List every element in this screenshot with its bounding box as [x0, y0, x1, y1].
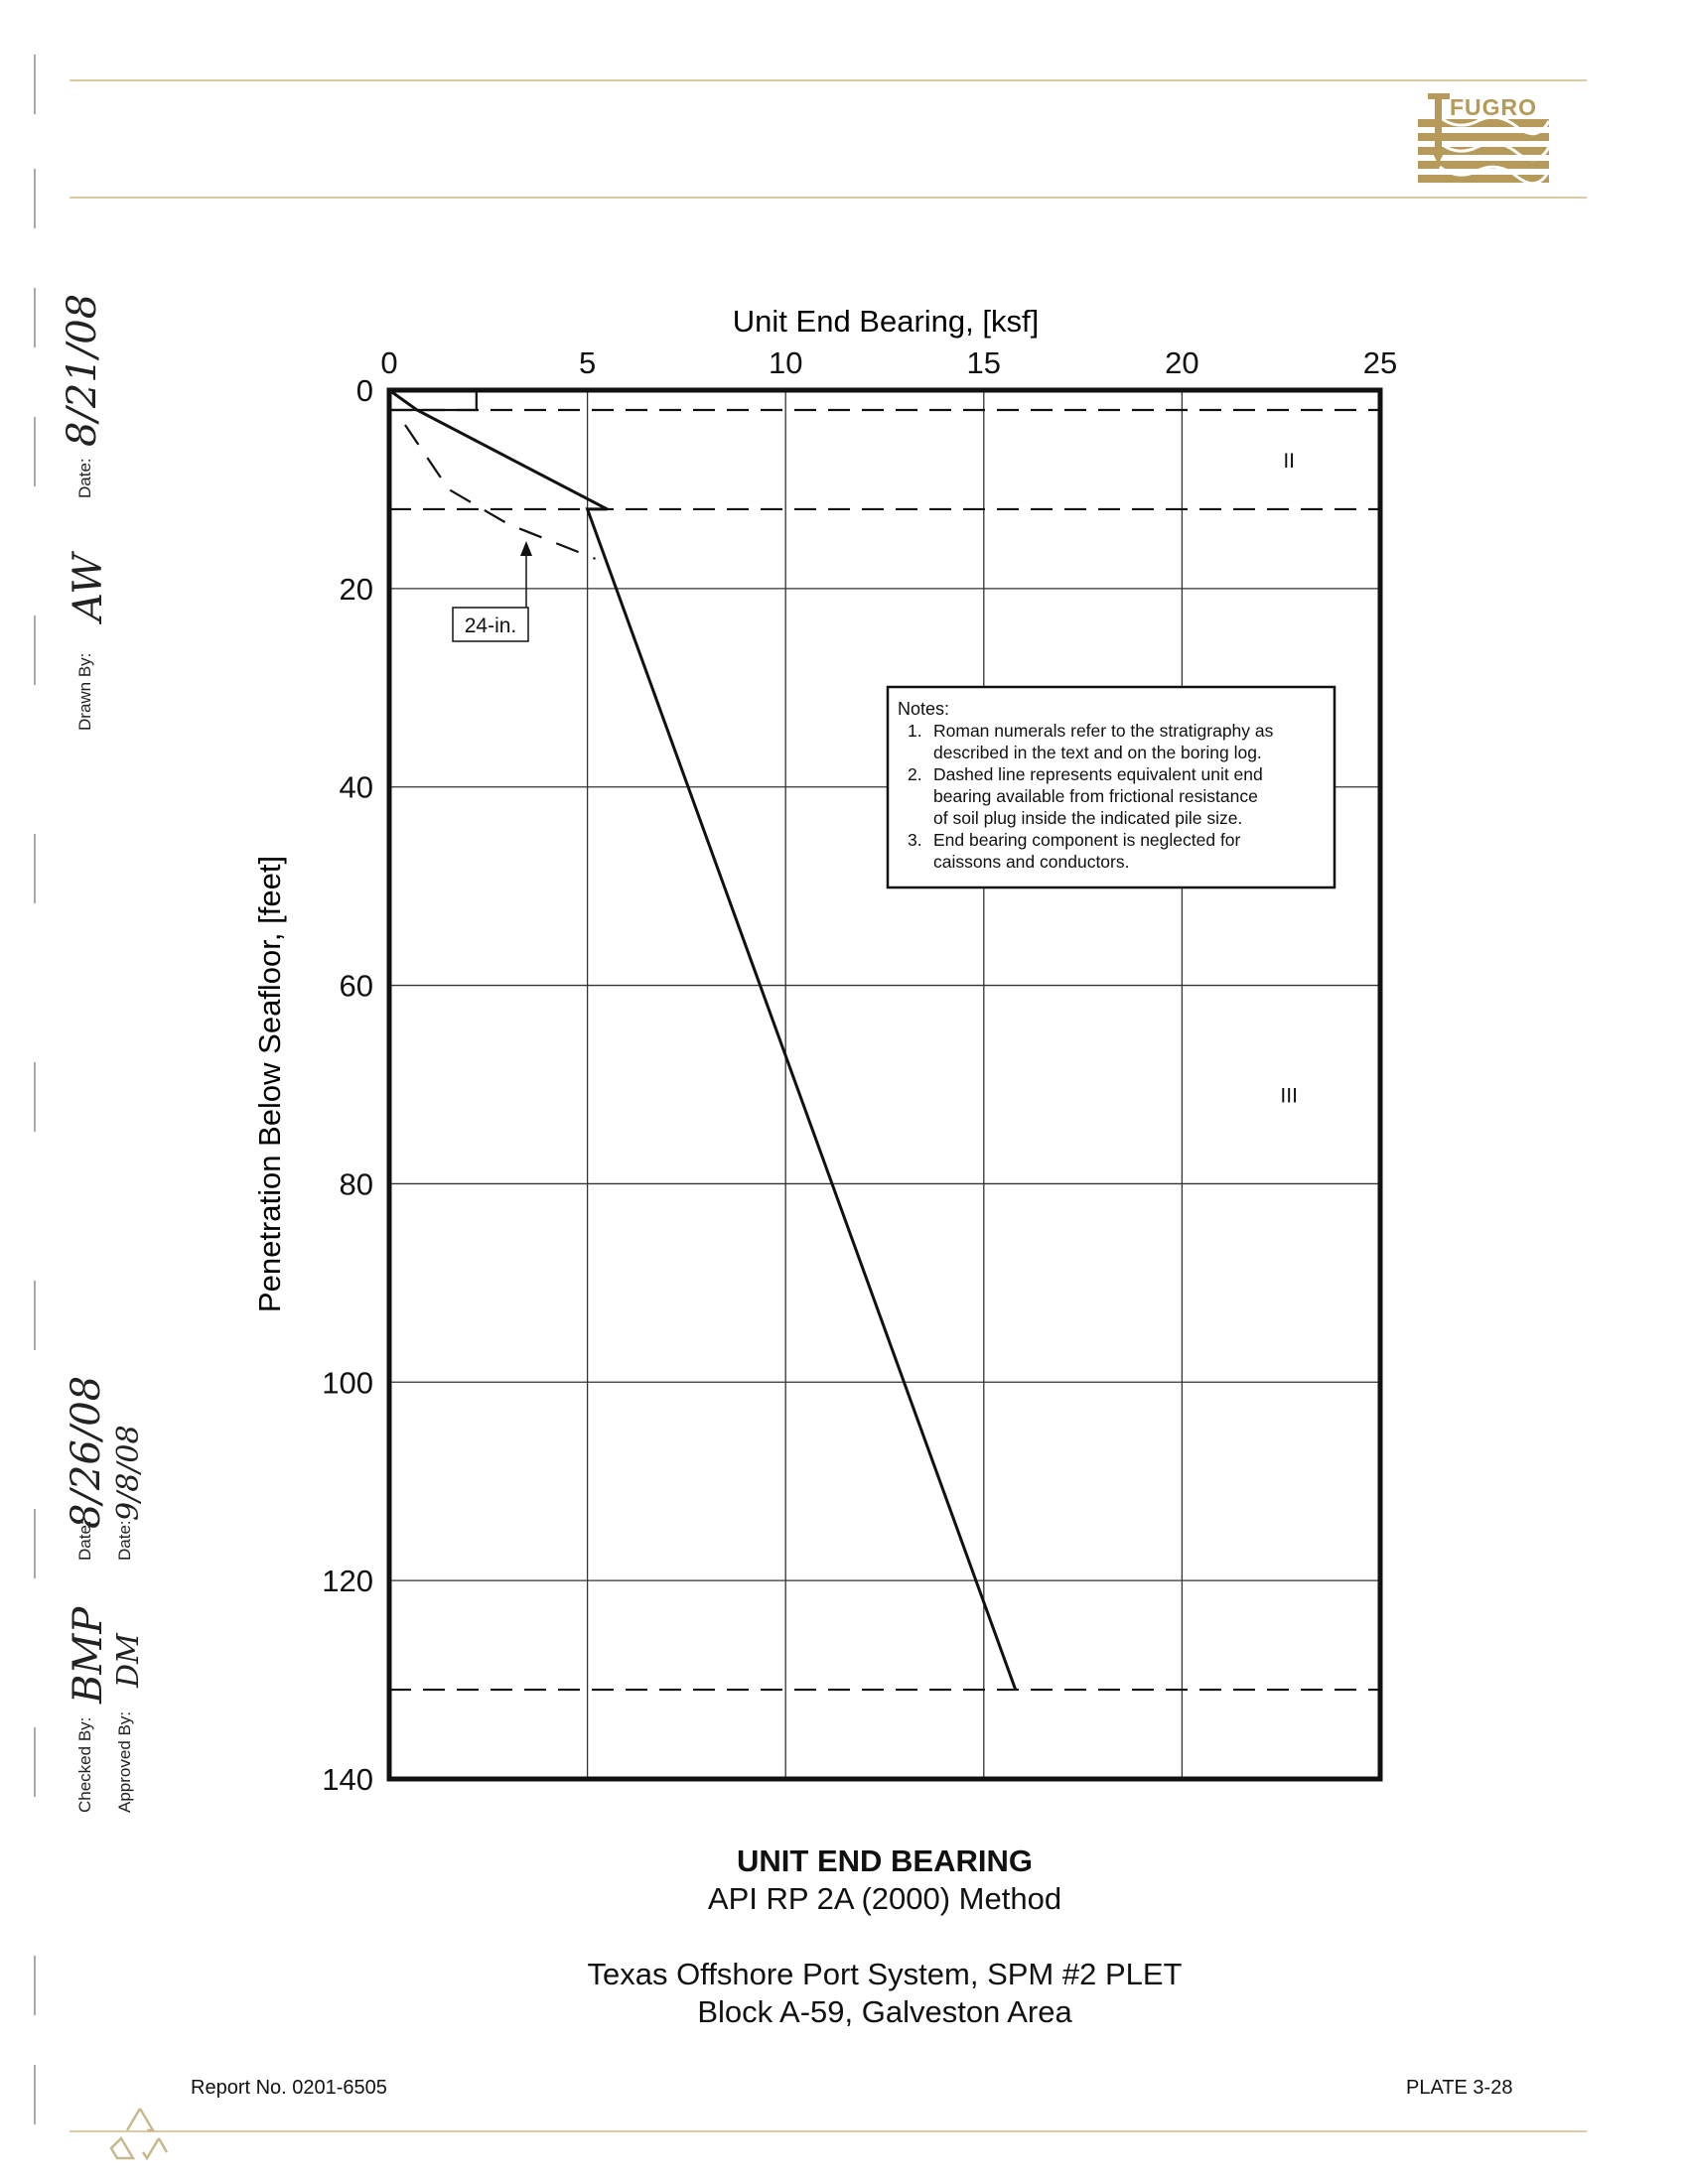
notes-title: Notes: — [898, 699, 949, 719]
margin-mark — [34, 834, 36, 903]
note-number: 2. — [908, 764, 922, 784]
y-tick-label: 80 — [340, 1166, 373, 1201]
y-tick-label: 0 — [356, 373, 373, 408]
series-line-dashed — [404, 424, 596, 560]
note-text: End bearing component is neglected for — [933, 830, 1241, 850]
pile-size-callout-label: 24-in. — [465, 614, 517, 637]
margin-mark — [34, 1956, 36, 2015]
header-rule-top — [70, 79, 1587, 81]
x-tick-label: 5 — [579, 345, 596, 380]
margin-mark — [34, 1281, 36, 1350]
chart-series — [388, 388, 1018, 1691]
y-tick-label: 20 — [340, 572, 373, 607]
note-text: of soil plug inside the indicated pile s… — [933, 808, 1242, 828]
margin-mark — [34, 615, 36, 685]
chart-grid — [389, 390, 1380, 1779]
note-text: Dashed line represents equivalent unit e… — [933, 764, 1263, 784]
pile-size-callout-arrow — [520, 541, 532, 556]
y-axis-title: Penetration Below Seafloor, [feet] — [252, 856, 287, 1312]
margin-mark — [34, 1062, 36, 1132]
x-tick-label: 20 — [1165, 345, 1198, 380]
recycle-icon — [109, 2108, 169, 2161]
project-name: Texas Offshore Port System, SPM #2 PLET — [587, 1957, 1183, 1991]
pile-size-callout-box — [452, 607, 529, 642]
margin-mark — [34, 55, 36, 114]
project-location: Block A-59, Galveston Area — [697, 1994, 1072, 2029]
plate-number: PLATE 3-28 — [1406, 2077, 1513, 2099]
logo-text: FUGRO — [1450, 94, 1537, 120]
plot-frame — [386, 387, 1383, 1782]
margin-mark — [34, 288, 36, 347]
y-tick-label: 140 — [322, 1762, 373, 1797]
note-text: caissons and conductors. — [933, 852, 1129, 872]
x-axis-title: Unit End Bearing, [ksf] — [733, 304, 1039, 339]
report-number: Report No. 0201-6505 — [191, 2077, 387, 2099]
project-block: Texas Offshore Port System, SPM #2 PLET … — [0, 1956, 1688, 2031]
layer-boundaries — [389, 390, 1380, 1692]
fugro-logo: FUGRO — [1418, 93, 1549, 186]
x-tick-label: 15 — [967, 345, 1001, 380]
fugro-logo-mark — [1418, 93, 1549, 186]
note-number: 1. — [908, 721, 922, 741]
figure-method: API RP 2A (2000) Method — [707, 1881, 1062, 1916]
y-tick-label: 120 — [322, 1564, 373, 1598]
axis-ticks: 0 5 10 15 20 25 0 20 40 60 80 100 120 140 — [322, 345, 1397, 1797]
margin-mark — [34, 417, 36, 486]
note-text: described in the text and on the boring … — [933, 743, 1262, 762]
footer-rule — [70, 2130, 1587, 2132]
figure-title: UNIT END BEARING — [737, 1843, 1033, 1878]
note-number: 3. — [908, 830, 922, 850]
x-tick-label: 10 — [769, 345, 802, 380]
series-line-solid — [388, 388, 1018, 1691]
y-tick-label: 60 — [340, 969, 373, 1004]
margin-mark — [34, 2065, 36, 2124]
y-tick-label: 40 — [340, 770, 373, 805]
y-tick-label: 100 — [322, 1365, 373, 1400]
margin-mark — [34, 1509, 36, 1578]
stratum-label: III — [1280, 1084, 1298, 1107]
margin-mark — [34, 169, 36, 228]
note-text: Roman numerals refer to the stratigraphy… — [933, 721, 1274, 741]
notes-box: Notes:1. Roman numerals refer to the stra… — [886, 685, 1336, 889]
stratum-label: II — [1283, 450, 1295, 473]
figure-title-block: UNIT END BEARING API RP 2A (2000) Method — [0, 1843, 1688, 1918]
margin-mark — [34, 1727, 36, 1797]
x-tick-label: 25 — [1363, 345, 1397, 380]
header-rule-bottom — [70, 197, 1587, 199]
x-tick-label: 0 — [380, 345, 397, 380]
note-text: bearing available from frictional resist… — [933, 786, 1258, 806]
notes-frame — [886, 685, 1336, 889]
